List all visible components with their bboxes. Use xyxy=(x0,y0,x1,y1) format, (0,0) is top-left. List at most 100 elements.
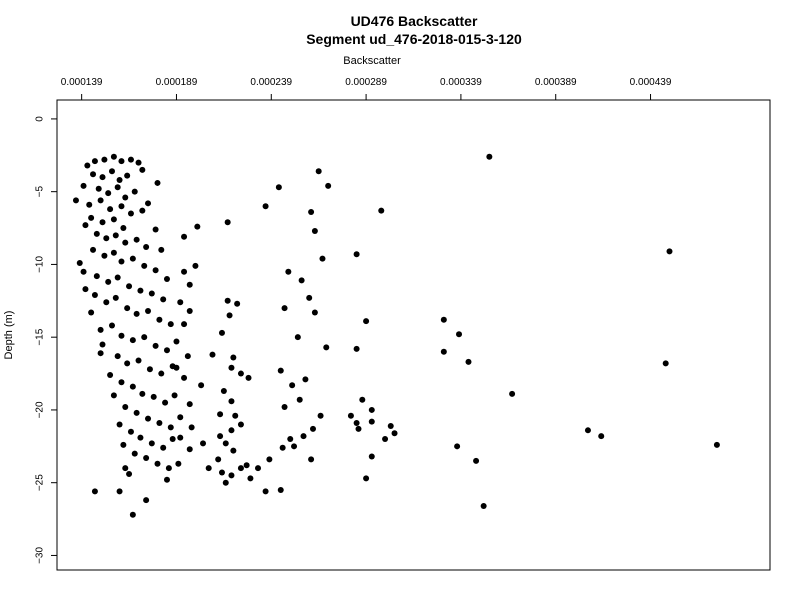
data-point xyxy=(93,230,100,237)
data-point xyxy=(167,424,174,431)
x-axis-label: Backscatter xyxy=(343,55,401,67)
data-point xyxy=(224,297,231,304)
data-point xyxy=(218,329,225,336)
data-point xyxy=(188,424,195,431)
data-point xyxy=(154,179,161,186)
data-point xyxy=(255,465,262,472)
data-point xyxy=(171,392,178,399)
data-point xyxy=(95,185,102,192)
data-point xyxy=(127,428,134,435)
data-point xyxy=(169,436,176,443)
data-point xyxy=(353,251,360,258)
data-point xyxy=(124,305,131,312)
data-point xyxy=(325,182,332,189)
data-point xyxy=(99,174,106,181)
data-point xyxy=(281,305,288,312)
data-point xyxy=(200,440,207,447)
data-point xyxy=(129,337,136,344)
data-point xyxy=(275,184,282,191)
data-point xyxy=(114,353,121,360)
data-point xyxy=(281,404,288,411)
data-point xyxy=(169,363,176,370)
plot-frame xyxy=(56,99,771,571)
data-point xyxy=(110,153,117,160)
data-point xyxy=(152,226,159,233)
data-point xyxy=(93,273,100,280)
data-point xyxy=(120,225,127,232)
data-point xyxy=(262,488,269,495)
data-point xyxy=(97,326,104,333)
data-point xyxy=(368,453,375,460)
data-point xyxy=(124,360,131,367)
data-point xyxy=(186,446,193,453)
data-point xyxy=(114,274,121,281)
data-point xyxy=(456,331,463,338)
data-point xyxy=(108,168,115,175)
data-point xyxy=(237,370,244,377)
data-point xyxy=(118,158,125,165)
data-point xyxy=(347,412,354,419)
data-point xyxy=(234,300,241,307)
data-point xyxy=(177,434,184,441)
data-point xyxy=(215,456,222,463)
data-point xyxy=(137,287,144,294)
data-point xyxy=(84,162,91,169)
data-point xyxy=(152,267,159,274)
data-point xyxy=(133,409,140,416)
data-point xyxy=(391,430,398,437)
x-tick-label: 0.000189 xyxy=(156,77,198,88)
data-point xyxy=(291,443,298,450)
data-point xyxy=(141,334,148,341)
data-point xyxy=(154,460,161,467)
data-point xyxy=(247,475,254,482)
data-point xyxy=(86,201,93,208)
data-point xyxy=(222,479,229,486)
data-point xyxy=(110,392,117,399)
data-point xyxy=(137,434,144,441)
data-point xyxy=(158,370,165,377)
data-point xyxy=(662,360,669,367)
data-point xyxy=(90,246,97,253)
data-point xyxy=(160,296,167,303)
data-point xyxy=(454,443,461,450)
data-point xyxy=(167,321,174,328)
data-point xyxy=(363,475,370,482)
data-point xyxy=(220,388,227,395)
data-point xyxy=(122,239,129,246)
data-point xyxy=(76,259,83,266)
data-point xyxy=(218,469,225,476)
data-point xyxy=(103,235,110,242)
data-point xyxy=(186,307,193,314)
data-point xyxy=(118,379,125,386)
data-point xyxy=(122,194,129,201)
data-point xyxy=(186,281,193,288)
data-point xyxy=(82,286,89,293)
x-tick-label: 0.000239 xyxy=(250,77,292,88)
data-point xyxy=(145,415,152,422)
data-point xyxy=(163,275,170,282)
data-point xyxy=(91,488,98,495)
data-point xyxy=(143,243,150,250)
data-point xyxy=(228,427,235,434)
data-point xyxy=(308,456,315,463)
data-point xyxy=(298,277,305,284)
data-point xyxy=(181,321,188,328)
data-point xyxy=(353,345,360,352)
data-point xyxy=(387,422,394,429)
data-point xyxy=(101,156,108,163)
data-point xyxy=(480,502,487,509)
data-point xyxy=(150,393,157,400)
data-point xyxy=(217,433,224,440)
data-point xyxy=(129,255,136,262)
data-point xyxy=(306,294,313,301)
data-point xyxy=(666,248,673,255)
data-point xyxy=(184,353,191,360)
data-point xyxy=(110,249,117,256)
data-point xyxy=(139,166,146,173)
data-point xyxy=(72,197,79,204)
data-point xyxy=(285,268,292,275)
data-point xyxy=(181,268,188,275)
data-point xyxy=(222,440,229,447)
data-point xyxy=(277,486,284,493)
